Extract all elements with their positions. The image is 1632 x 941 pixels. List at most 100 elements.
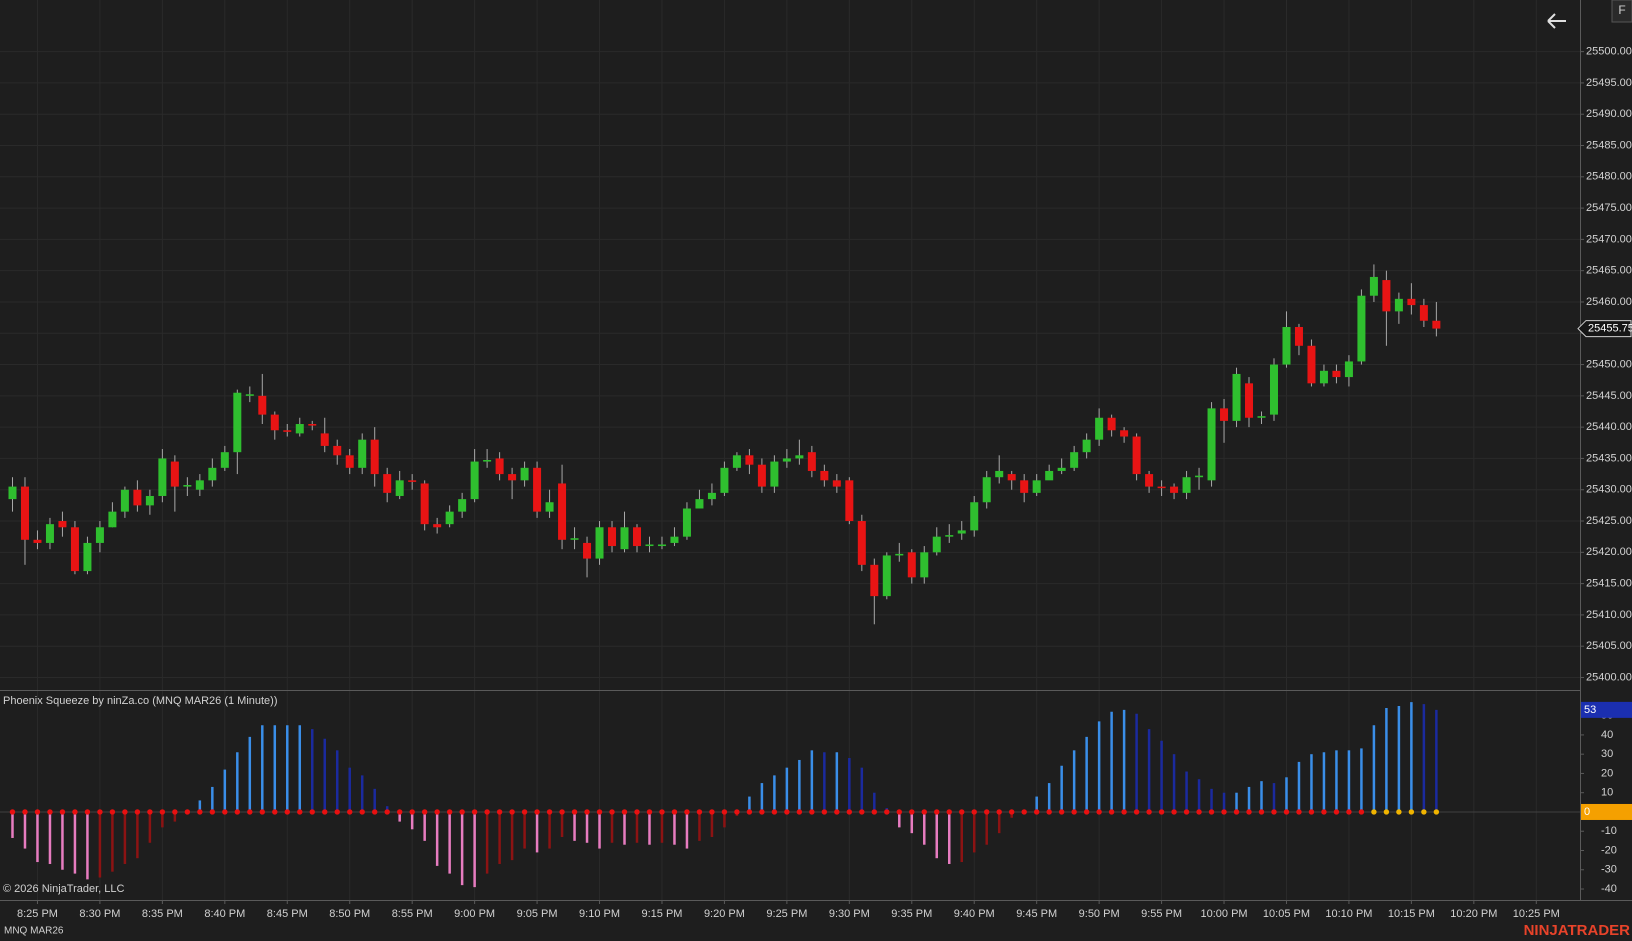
squeeze-dot bbox=[1071, 809, 1077, 815]
candle-body bbox=[795, 455, 804, 459]
squeeze-dot bbox=[184, 809, 191, 815]
candle-body bbox=[882, 555, 891, 597]
squeeze-dot bbox=[1033, 809, 1040, 815]
candle-body bbox=[1132, 436, 1141, 475]
candle-body bbox=[1082, 439, 1091, 453]
last-price-tag bbox=[1577, 320, 1632, 338]
candle-body bbox=[845, 480, 854, 522]
squeeze-dot bbox=[84, 809, 91, 815]
candle-body bbox=[657, 544, 666, 547]
squeeze-dot bbox=[22, 809, 28, 815]
squeeze-dot bbox=[159, 809, 166, 815]
squeeze-dot bbox=[584, 809, 590, 815]
squeeze-dot bbox=[334, 809, 340, 815]
candle-body bbox=[720, 467, 729, 493]
squeeze-dot bbox=[621, 809, 628, 815]
squeeze-dot bbox=[746, 809, 753, 815]
candle-body bbox=[508, 474, 517, 481]
squeeze-dot bbox=[109, 809, 116, 815]
squeeze-dot bbox=[721, 809, 728, 815]
x-tick-label: 8:50 PM bbox=[329, 908, 370, 920]
candle-body bbox=[595, 527, 604, 559]
candle-body bbox=[333, 445, 342, 456]
y2-tick-label: -40 bbox=[1601, 883, 1617, 895]
candle-body bbox=[1045, 470, 1054, 481]
y-tick-label: 25495.00 bbox=[1586, 77, 1632, 89]
squeeze-dot bbox=[971, 809, 977, 815]
candle-body bbox=[1145, 474, 1154, 487]
squeeze-dot bbox=[122, 809, 128, 815]
candle-body bbox=[608, 527, 617, 547]
last-price-label: 25455.75 bbox=[1588, 322, 1632, 334]
squeeze-dot bbox=[1421, 809, 1427, 815]
y-tick-label: 25410.00 bbox=[1586, 609, 1632, 621]
back-button[interactable] bbox=[1547, 13, 1566, 29]
corner-button-label[interactable]: F bbox=[1618, 3, 1625, 17]
x-tick-label: 9:25 PM bbox=[766, 908, 807, 920]
y-tick-label: 25440.00 bbox=[1586, 421, 1632, 433]
squeeze-dot bbox=[796, 809, 803, 815]
squeeze-dot bbox=[671, 809, 678, 815]
squeeze-dot bbox=[1196, 809, 1202, 815]
candle-body bbox=[95, 527, 104, 543]
squeeze-dot bbox=[1358, 809, 1365, 815]
squeeze-dot bbox=[659, 809, 665, 815]
candle-body bbox=[245, 394, 254, 396]
squeeze-dot bbox=[484, 809, 490, 815]
candle-body bbox=[133, 489, 142, 506]
squeeze-dot bbox=[596, 809, 603, 815]
squeeze-dot bbox=[372, 809, 378, 815]
squeeze-dot bbox=[1308, 809, 1315, 815]
candle-body bbox=[1170, 486, 1179, 493]
x-tick-label: 9:10 PM bbox=[579, 908, 620, 920]
candle-body bbox=[645, 544, 654, 547]
squeeze-dot bbox=[734, 809, 740, 815]
candle-body bbox=[782, 458, 791, 462]
y-tick-label: 25460.00 bbox=[1586, 296, 1632, 308]
y2-tick-label: -30 bbox=[1601, 864, 1617, 876]
squeeze-dot bbox=[459, 809, 465, 815]
candle-body bbox=[820, 470, 829, 481]
candle-body bbox=[433, 524, 442, 528]
x-tick-label: 9:05 PM bbox=[517, 908, 558, 920]
candle-body bbox=[1344, 361, 1353, 378]
candle-body bbox=[632, 527, 641, 547]
squeeze-dot bbox=[234, 809, 241, 815]
candle-body bbox=[1332, 370, 1341, 378]
candle-body bbox=[358, 439, 367, 468]
candle-body bbox=[1282, 327, 1291, 365]
squeeze-dot bbox=[222, 809, 228, 815]
candle-body bbox=[1232, 373, 1241, 421]
squeeze-dot bbox=[1371, 809, 1377, 815]
candle-body bbox=[982, 477, 991, 503]
squeeze-dot bbox=[1008, 809, 1015, 815]
candle-body bbox=[695, 499, 704, 509]
candle-body bbox=[183, 485, 192, 487]
squeeze-dot bbox=[172, 809, 178, 815]
candle-body bbox=[470, 461, 479, 500]
squeeze-dot bbox=[896, 809, 902, 815]
y-tick-label: 25430.00 bbox=[1586, 484, 1632, 496]
corner-button[interactable] bbox=[1611, 0, 1632, 23]
y2-tick-label: -20 bbox=[1601, 844, 1617, 856]
x-tick-label: 10:20 PM bbox=[1450, 908, 1497, 920]
x-tick-label: 9:00 PM bbox=[454, 908, 495, 920]
squeeze-dot bbox=[509, 809, 515, 815]
y-tick-label: 25465.00 bbox=[1586, 265, 1632, 277]
squeeze-dot bbox=[996, 809, 1002, 815]
candle-body bbox=[558, 483, 567, 540]
candle-body bbox=[533, 467, 542, 512]
x-tick-label: 9:40 PM bbox=[954, 908, 995, 920]
candle-body bbox=[158, 458, 167, 496]
x-tick-label: 8:35 PM bbox=[142, 908, 183, 920]
candle-body bbox=[682, 508, 691, 537]
candle-body bbox=[957, 530, 966, 534]
candle-body bbox=[208, 467, 217, 481]
squeeze-dot bbox=[209, 809, 216, 815]
squeeze-dot bbox=[1246, 809, 1252, 815]
squeeze-dot bbox=[709, 809, 715, 815]
candle-body bbox=[383, 474, 392, 493]
squeeze-dot bbox=[1058, 809, 1065, 815]
candle-body bbox=[70, 527, 79, 572]
